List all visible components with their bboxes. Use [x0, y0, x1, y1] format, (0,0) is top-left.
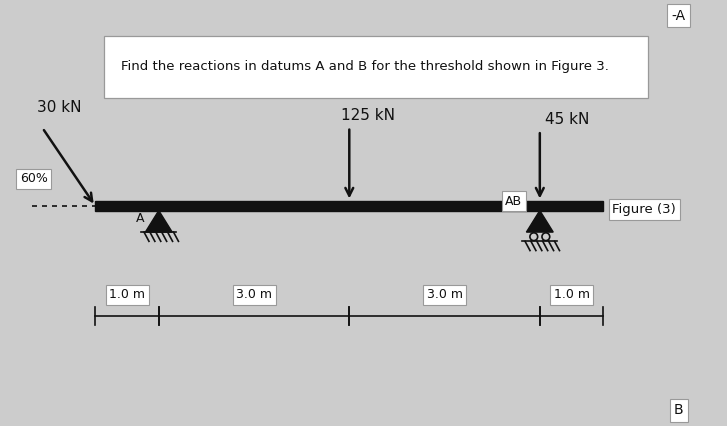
Text: Find the reactions in datums A and B for the threshold shown in Figure 3.: Find the reactions in datums A and B for… [121, 60, 609, 73]
Text: 30 kN: 30 kN [36, 100, 81, 115]
Text: 125 kN: 125 kN [341, 108, 395, 123]
Text: -A: -A [672, 9, 686, 23]
Text: 3.0 m: 3.0 m [427, 288, 462, 301]
Text: A: A [136, 212, 145, 225]
Polygon shape [526, 210, 553, 232]
Text: 3.0 m: 3.0 m [236, 288, 272, 301]
Text: 1.0 m: 1.0 m [553, 288, 590, 301]
Text: 45 kN: 45 kN [545, 112, 590, 127]
Text: Figure (3): Figure (3) [612, 203, 676, 216]
Bar [95, 201, 603, 210]
Text: B: B [674, 403, 683, 417]
Text: 60%: 60% [20, 173, 48, 185]
Text: AB: AB [505, 195, 522, 207]
FancyBboxPatch shape [104, 35, 648, 98]
Polygon shape [145, 210, 172, 232]
Text: 1.0 m: 1.0 m [109, 288, 145, 301]
